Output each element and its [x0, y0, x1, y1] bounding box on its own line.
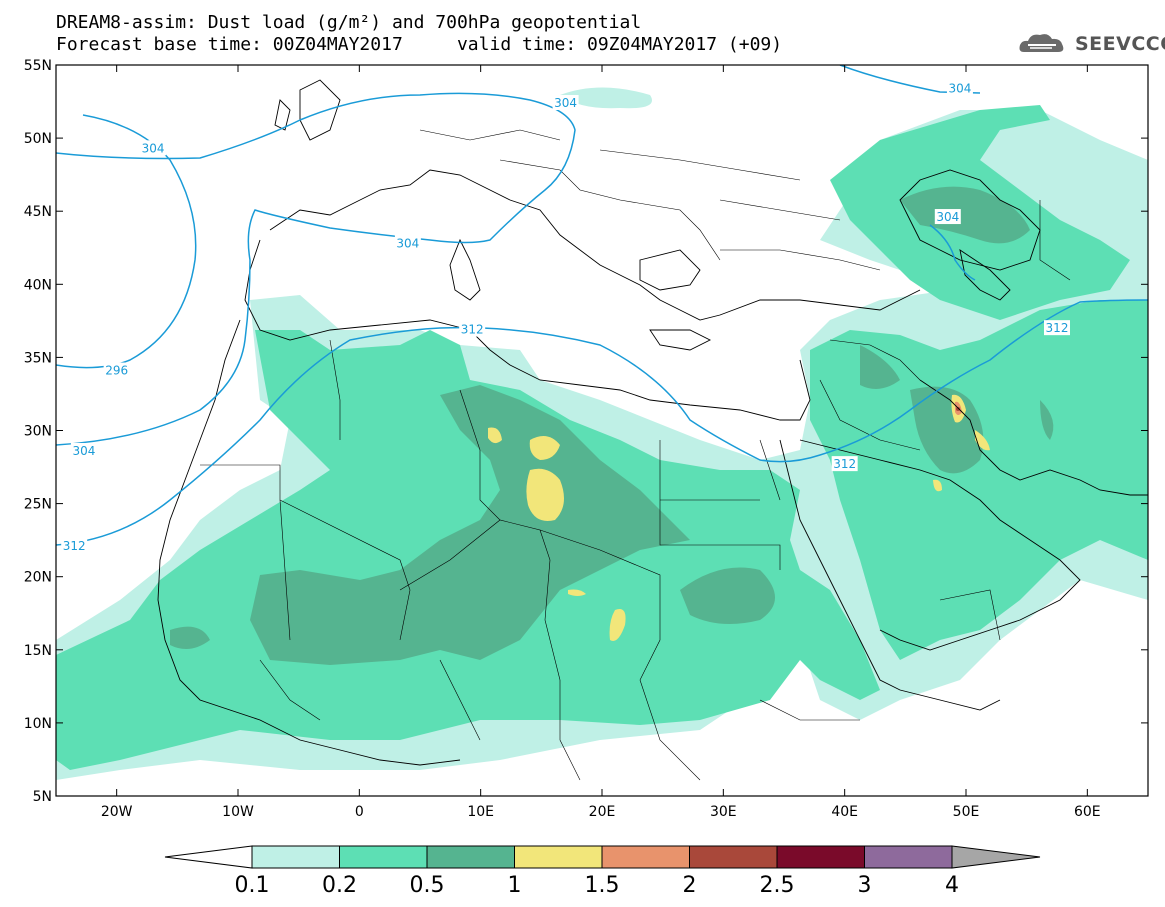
contour-label-bg [934, 209, 961, 225]
geopotential-contours [56, 65, 1148, 546]
lon-tick-label: 30E [710, 804, 737, 820]
lon-tick-label: 10E [467, 804, 494, 820]
contour-label: 312 [461, 323, 484, 337]
lon-tick-label: 60E [1074, 804, 1101, 820]
contour-label-bg [394, 235, 421, 251]
contour-label: 312 [1046, 321, 1069, 335]
lat-tick-label: 10N [24, 716, 52, 732]
lat-tick-label: 5N [33, 789, 52, 805]
contour-label: 296 [105, 364, 128, 378]
axis-ticks: 55N 50N 45N 40N 35N 30N 25N 20N 15N 10N 5N 20W 10W 0 1… [24, 58, 1148, 820]
contour-label: 304 [142, 141, 165, 155]
lat-tick-label: 15N [24, 643, 52, 659]
forecast-time-line: Forecast base time: 00Z04MAY2017 valid t… [56, 34, 783, 55]
dust-level-2 [956, 407, 960, 411]
contour-label-bg [831, 456, 858, 472]
lat-tick-label: 40N [24, 277, 52, 293]
lat-tick-label: 50N [24, 131, 52, 147]
contour-label-bg [103, 362, 130, 378]
country-borders [200, 129, 1071, 781]
lat-tick-label: 30N [24, 424, 52, 440]
contour-label-bg [946, 80, 973, 96]
contour-label: 304 [936, 210, 959, 224]
lon-tick-label: 50E [953, 804, 980, 820]
logo-text: SEEVCCC [1075, 33, 1165, 55]
map-title: DREAM8-assim: Dust load (g/m²) and 700hP… [56, 12, 642, 33]
lon-tick-label: 0 [355, 804, 364, 820]
coastlines [157, 79, 1148, 766]
lat-tick-label: 25N [24, 497, 52, 513]
contour-label: 304 [554, 96, 577, 110]
contour-label: 312 [833, 457, 856, 471]
lon-tick-label: 20W [101, 804, 133, 820]
contour-label: 312 [63, 539, 86, 553]
contour-label-bg [552, 95, 579, 111]
contour-label-bg [1044, 320, 1070, 336]
dust-fields [56, 87, 1148, 780]
lat-tick-label: 45N [24, 204, 52, 220]
lon-tick-label: 10W [222, 804, 254, 820]
contour-label-bg [459, 321, 486, 337]
contour-label: 304 [396, 236, 419, 250]
lon-tick-label: 40E [831, 804, 858, 820]
contour-label-bg [140, 140, 167, 156]
contour-label-bg [61, 537, 88, 553]
lat-tick-label: 55N [24, 58, 52, 74]
lat-tick-label: 20N [24, 570, 52, 586]
cloud-logo-icon [1019, 34, 1064, 52]
lon-tick-label: 20E [589, 804, 616, 820]
contour-label-bg [70, 442, 97, 458]
contour-label: 304 [72, 444, 95, 458]
contour-label: 304 [948, 81, 971, 95]
lat-tick-label: 35N [24, 350, 52, 366]
contour-labels: 304 304 304 304 304 296 304 312 312 312 312 [61, 80, 1070, 553]
